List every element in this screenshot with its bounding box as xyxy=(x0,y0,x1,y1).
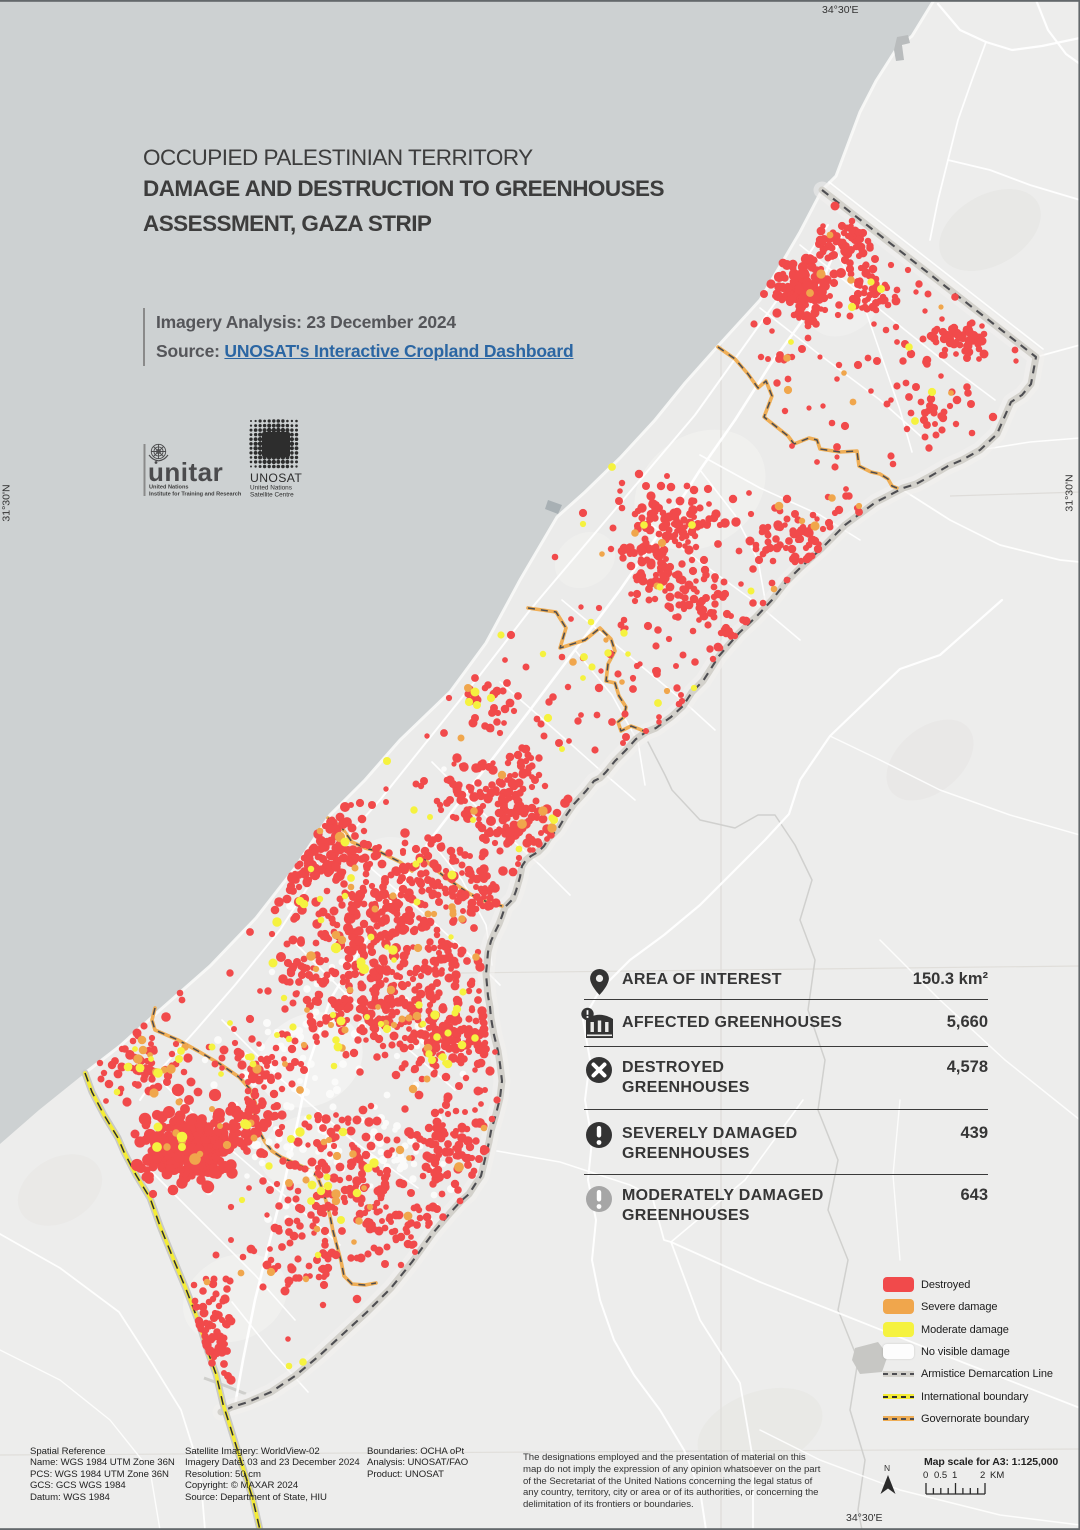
svg-text:United Nations: United Nations xyxy=(250,485,292,492)
svg-text:Institute for Training and Res: Institute for Training and Research xyxy=(149,492,242,498)
svg-text:United Nations: United Nations xyxy=(149,485,188,491)
svg-text:UNOSAT: UNOSAT xyxy=(250,471,302,485)
svg-text:unitar: unitar xyxy=(148,457,223,487)
svg-text:Satellite Centre: Satellite Centre xyxy=(250,492,294,499)
